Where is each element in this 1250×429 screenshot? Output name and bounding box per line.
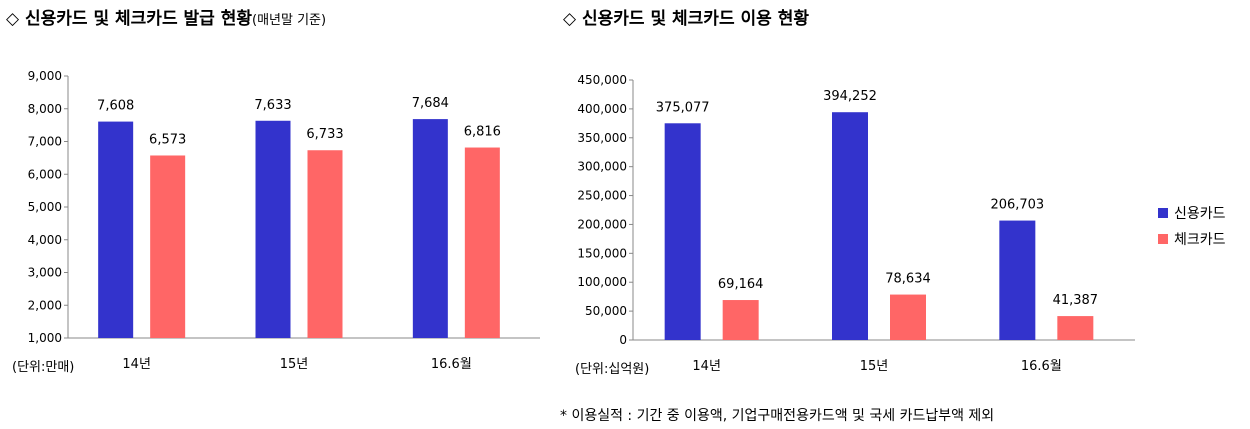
bar-value-label: 6,816 bbox=[464, 125, 501, 140]
bar-value-label: 7,633 bbox=[254, 98, 291, 113]
y-tick-label: 250,000 bbox=[577, 189, 627, 203]
legend-label-check: 체크카드 bbox=[1174, 232, 1226, 248]
usage-bar-chart: 0 50,000 100,000 150,000 200,000 250,000 300,0… bbox=[575, 73, 1135, 377]
y-tick-label: 300,000 bbox=[577, 160, 627, 174]
left-chart-title: ◇ 신용카드 및 체크카드 발급 현황(매년말 기준) bbox=[6, 4, 326, 29]
y-tick-label: 350,000 bbox=[577, 131, 627, 145]
right-title-main: ◇ 신용카드 및 체크카드 이용 현황 bbox=[563, 9, 809, 29]
y-tick-label: 5,000 bbox=[28, 200, 62, 214]
bar-value-label: 6,573 bbox=[149, 132, 186, 147]
x-tick-label: 14년 bbox=[122, 357, 151, 372]
bar-value-label: 7,608 bbox=[97, 99, 134, 114]
y-tick-label: 450,000 bbox=[577, 73, 627, 87]
footnote: * 이용실적 : 기간 중 이용액, 기업구매전용카드액 및 국세 카드납부액 … bbox=[560, 408, 995, 424]
bar-value-label: 78,634 bbox=[885, 272, 931, 287]
bar bbox=[464, 147, 500, 338]
x-tick-label: 16.6월 bbox=[431, 357, 472, 372]
y-tick-label: 2,000 bbox=[28, 298, 62, 312]
legend-item-check: 체크카드 bbox=[1158, 226, 1226, 252]
y-tick-label: 1,000 bbox=[28, 331, 62, 345]
bar bbox=[1057, 316, 1094, 340]
y-tick-label: 100,000 bbox=[577, 275, 627, 289]
bar bbox=[412, 119, 448, 338]
y-tick-label: 6,000 bbox=[28, 167, 62, 181]
bar bbox=[255, 120, 291, 338]
y-tick-label: 4,000 bbox=[28, 233, 62, 247]
right-chart-title: ◇ 신용카드 및 체크카드 이용 현황 bbox=[563, 4, 809, 29]
bar-value-label: 6,733 bbox=[306, 127, 343, 142]
x-tick-label: 14년 bbox=[692, 359, 721, 374]
bar bbox=[150, 155, 186, 338]
unit-label: (단위:십억원) bbox=[575, 362, 649, 377]
bar-value-label: 206,703 bbox=[990, 198, 1044, 213]
legend-item-credit: 신용카드 bbox=[1158, 200, 1226, 226]
x-tick-label: 15년 bbox=[860, 359, 889, 374]
bar bbox=[999, 220, 1036, 340]
y-tick-label: 8,000 bbox=[28, 102, 62, 116]
y-tick-label: 150,000 bbox=[577, 246, 627, 260]
y-tick-label: 200,000 bbox=[577, 217, 627, 231]
y-tick-label: 9,000 bbox=[28, 69, 62, 83]
bar bbox=[98, 121, 134, 338]
bar-value-label: 41,387 bbox=[1053, 293, 1099, 308]
y-tick-label: 7,000 bbox=[28, 135, 62, 149]
bar-value-label: 375,077 bbox=[656, 100, 710, 115]
x-tick-label: 15년 bbox=[280, 357, 309, 372]
bar bbox=[722, 300, 759, 340]
legend: 신용카드 체크카드 bbox=[1158, 200, 1226, 252]
bar-value-label: 7,684 bbox=[412, 96, 449, 111]
issuance-bar-chart: 1,000 2,000 3,000 4,000 5,000 6,000 7,000 8,000… bbox=[12, 69, 540, 375]
bar bbox=[890, 294, 926, 340]
legend-swatch-check bbox=[1158, 234, 1168, 244]
bar-value-label: 69,164 bbox=[718, 277, 764, 292]
legend-swatch-credit bbox=[1158, 208, 1168, 218]
bar bbox=[664, 123, 701, 340]
unit-label: (단위:만매) bbox=[12, 360, 74, 375]
y-tick-label: 0 bbox=[619, 333, 627, 347]
x-tick-label: 16.6월 bbox=[1021, 359, 1062, 374]
left-title-main: ◇ 신용카드 및 체크카드 발급 현황 bbox=[6, 9, 252, 29]
left-title-sub: (매년말 기준) bbox=[252, 13, 327, 28]
bar bbox=[832, 112, 868, 340]
bar-value-label: 394,252 bbox=[823, 89, 877, 104]
y-tick-label: 50,000 bbox=[585, 304, 627, 318]
legend-label-credit: 신용카드 bbox=[1174, 206, 1226, 222]
y-tick-label: 400,000 bbox=[577, 102, 627, 116]
bar bbox=[307, 150, 343, 338]
y-tick-label: 3,000 bbox=[28, 266, 62, 280]
